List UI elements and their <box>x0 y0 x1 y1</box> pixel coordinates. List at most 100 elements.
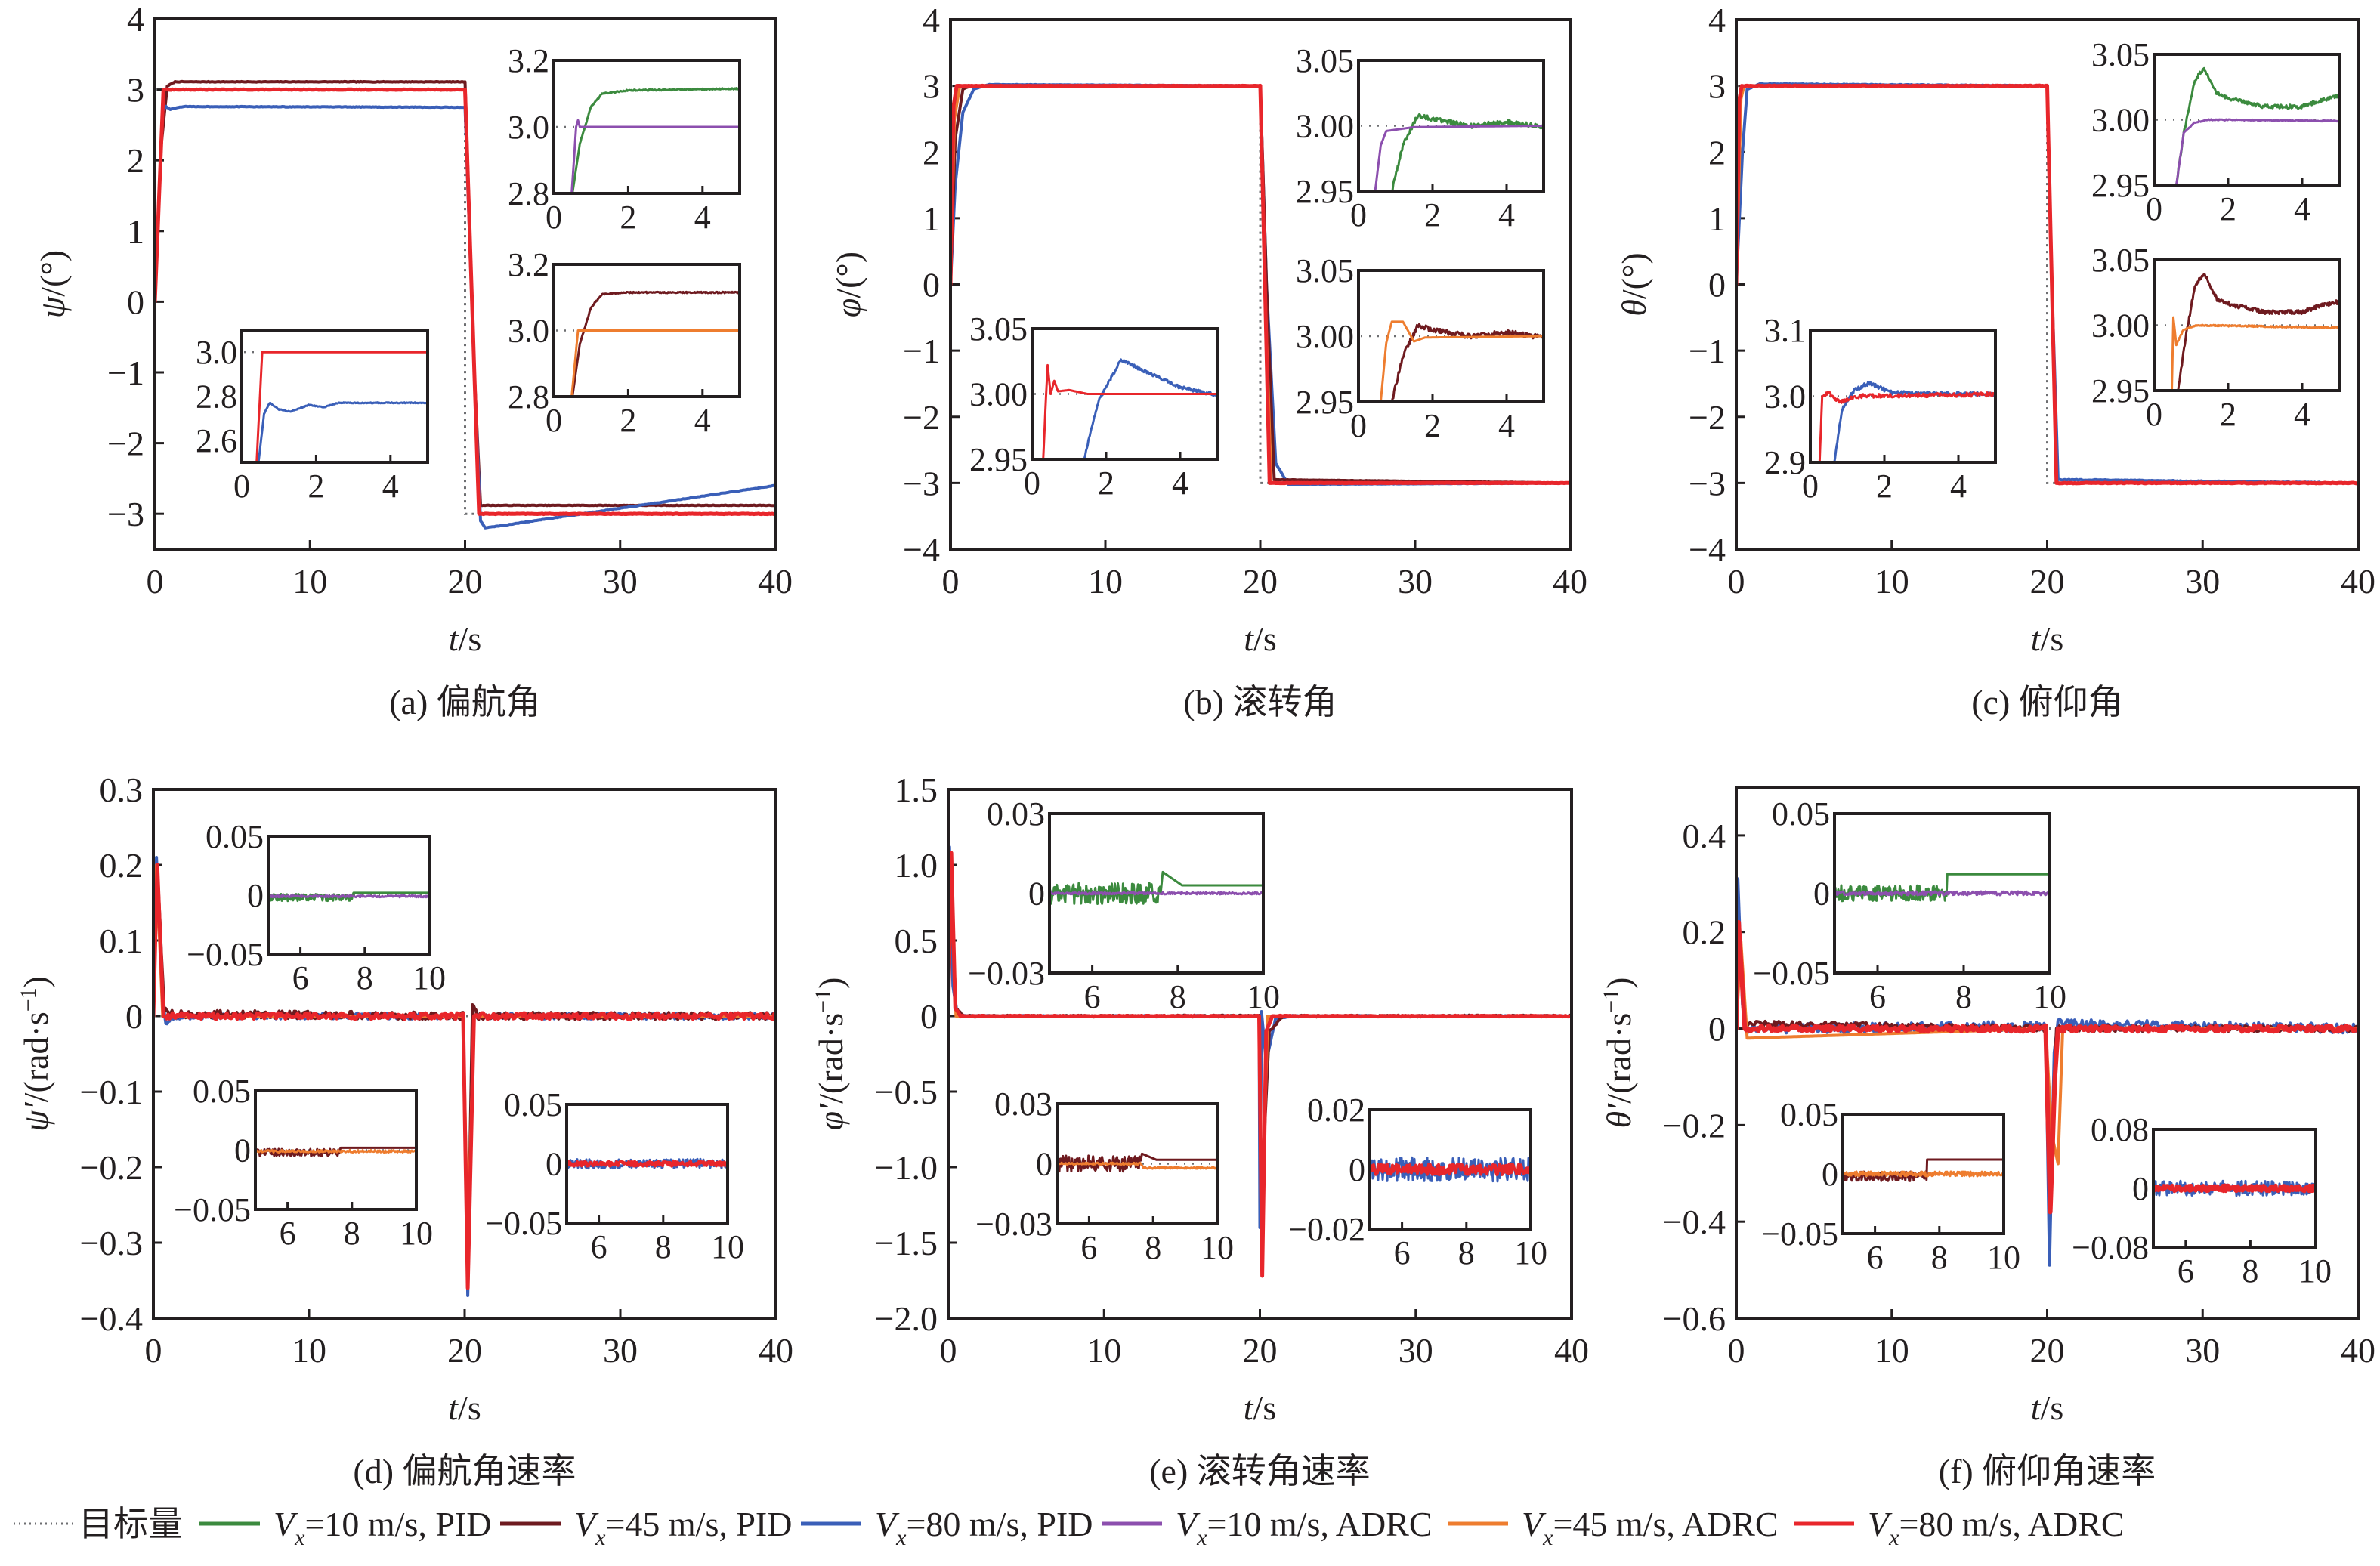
inset-x-tick-label: 2 <box>1424 196 1441 233</box>
y-tick-label: 3 <box>1708 67 1726 106</box>
legend-label-var: V <box>1176 1505 1201 1543</box>
inset-series-group <box>1358 113 1544 191</box>
x-tick-label: 20 <box>1243 562 1278 601</box>
y-axis-label-sup: −1 <box>811 989 836 1013</box>
x-tick-label: 30 <box>2185 562 2220 601</box>
x-axis-label: t/s <box>1244 1388 1276 1427</box>
x-axis-label: t/s <box>449 619 481 658</box>
inset-y-tick-label: 2.8 <box>508 378 549 415</box>
x-axis-label: t/s <box>2031 1388 2063 1427</box>
y-tick-label: 4 <box>127 0 144 39</box>
x-axis-label: t/s <box>448 1388 481 1427</box>
inset-x-tick-label: 8 <box>1955 978 1972 1015</box>
y-tick-label: −1 <box>107 354 144 392</box>
series-line-v45_pid <box>255 1146 416 1157</box>
x-tick-label: 30 <box>1398 562 1433 601</box>
series-line-v80_adrc <box>1042 363 1217 459</box>
panel-caption: (a) 偏航角 <box>389 683 541 721</box>
y-tick-label: −1.5 <box>875 1224 938 1262</box>
y-axis-label-end: ) <box>17 976 55 987</box>
y-tick-label: −0.1 <box>80 1073 143 1111</box>
inset-x-tick-label: 8 <box>357 959 373 996</box>
inset-frame <box>240 329 429 464</box>
inset-y-tick-label: 2.8 <box>196 378 237 415</box>
y-tick-label: 0.2 <box>100 846 144 885</box>
inset-y-tick-label: 3.05 <box>2091 36 2150 73</box>
inset-x-tick-label: 0 <box>2146 396 2162 433</box>
inset-y-tick-label: 0.08 <box>2091 1111 2149 1148</box>
inset-x-tick-label: 10 <box>1247 978 1280 1015</box>
inset-d2: 6 8 10 0.05 0 −0.05 <box>174 1073 433 1252</box>
inset-x-tick-label: 0 <box>1350 407 1367 444</box>
inset-x-tick-label: 2 <box>1424 407 1441 444</box>
inset-y-tick-label: 0 <box>2132 1170 2149 1207</box>
x-axis: 0 10 20 30 40 <box>147 540 793 601</box>
x-tick-label: 0 <box>147 562 164 601</box>
inset-x-tick-label: 10 <box>1201 1229 1234 1266</box>
inset-x-tick-label: 0 <box>1350 196 1367 233</box>
legend-label: Vx=10 m/s, PID <box>274 1505 491 1550</box>
inset-y-tick-label: 2.9 <box>1764 444 1806 481</box>
y-tick-label: 0.1 <box>100 922 144 960</box>
inset-x-tick-label: 4 <box>2294 190 2310 227</box>
panel-f: 0.40.20−0.2−0.4−0.60 10 20 30 40t/sθ′/(rad·s… <box>1599 786 2375 1490</box>
legend-label-var: V <box>574 1505 599 1543</box>
inset-frame <box>267 835 431 956</box>
inset-x-tick-label: 2 <box>308 468 324 505</box>
inset-x-tick-label: 8 <box>1170 978 1186 1015</box>
inset-x-tick-label: 4 <box>1172 465 1188 502</box>
inset-y-tick-label: 3.05 <box>969 310 1028 347</box>
inset-y-tick-label: 3.2 <box>508 42 549 79</box>
inset-frame <box>1368 1108 1532 1231</box>
inset-x-tick-label: 8 <box>344 1215 360 1252</box>
x-tick-label: 40 <box>758 562 793 601</box>
x-axis-label-unit: /s <box>1253 619 1277 658</box>
y-tick-label: 2 <box>923 133 940 171</box>
y-tick-label: −1 <box>1689 332 1726 370</box>
inset-series-group <box>1032 358 1217 459</box>
inset-frame <box>254 1089 418 1211</box>
series-group <box>1736 877 2358 1267</box>
y-axis-label: φ/(°) <box>829 252 867 317</box>
y-axis-label-unit: /(°) <box>33 250 72 297</box>
panel-caption: (e) 滚转角速率 <box>1149 1452 1371 1490</box>
plot-frame <box>1735 786 2360 1320</box>
inset-frame <box>2153 258 2341 392</box>
inset-c2: 0 2 4 3.05 3.00 2.95 <box>2091 242 2341 433</box>
inset-y-tick-label: −0.03 <box>968 955 1045 992</box>
inset-x-tick-label: 10 <box>2298 1252 2332 1290</box>
x-axis-label-var: t <box>2031 619 2042 658</box>
legend-label: 目标量 <box>79 1505 183 1543</box>
inset-x-tick-label: 6 <box>292 959 309 996</box>
y-axis-label-var: ψ′ <box>17 1101 55 1132</box>
inset-y-tick-label: 0 <box>1813 876 1830 913</box>
inset-x-tick-label: 4 <box>694 402 711 439</box>
legend-label-var: V <box>1522 1505 1547 1543</box>
y-tick-label: 0 <box>923 266 940 304</box>
legend-item-v80_pid: Vx=80 m/s, PID <box>801 1505 1093 1550</box>
x-tick-label: 0 <box>1728 562 1745 601</box>
inset-x-tick-label: 6 <box>1867 1239 1884 1276</box>
y-tick-label: 0 <box>1708 1010 1726 1049</box>
x-tick-label: 40 <box>2341 562 2375 601</box>
inset-e3: 6 8 10 0.02 0 −0.02 <box>1288 1092 1547 1271</box>
inset-frame <box>2152 1128 2317 1249</box>
y-axis: 4 3 2 1 0 −1 −2 −3 −4 <box>1689 1 1745 569</box>
inset-x-tick-label: 2 <box>2220 190 2236 227</box>
series-line-v45_pid <box>2177 273 2339 391</box>
inset-series-group <box>1370 1156 1531 1183</box>
inset-frame <box>1056 1102 1219 1225</box>
y-axis-label-var: θ <box>1615 299 1653 317</box>
y-tick-label: −0.3 <box>80 1224 143 1262</box>
inset-x-tick-label: 2 <box>620 199 636 236</box>
series-group <box>155 79 775 530</box>
y-axis-label-sup: −1 <box>1599 989 1624 1013</box>
inset-y-tick-label: 3.2 <box>508 246 549 283</box>
inset-x-tick-label: 0 <box>1802 468 1819 505</box>
inset-series-group <box>2154 66 2339 185</box>
inset-x-tick-label: 0 <box>2146 190 2162 227</box>
panel-caption: (d) 偏航角速率 <box>353 1452 576 1490</box>
series-line-v80_adrc <box>1736 83 2358 486</box>
